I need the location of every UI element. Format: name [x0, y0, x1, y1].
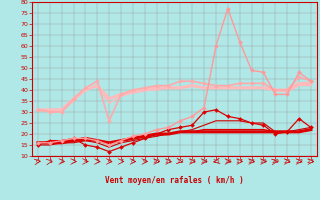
X-axis label: Vent moyen/en rafales ( km/h ): Vent moyen/en rafales ( km/h ) [105, 176, 244, 185]
